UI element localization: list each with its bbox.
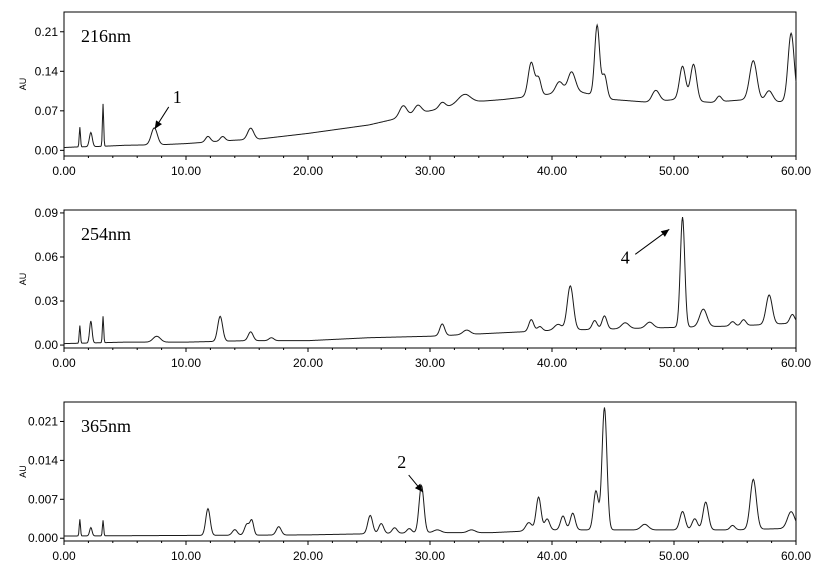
y-tick-label: 0.07: [35, 104, 59, 118]
annotation-arrowhead: [154, 120, 162, 129]
x-tick-label: 40.00: [537, 549, 567, 563]
chart-panel: 0.00 10.00 20.00 30.00 40.00 50.00 60.00 0.000 0…: [18, 401, 811, 563]
x-tick-label: 10.00: [171, 549, 201, 563]
x-tick-label: 10.00: [171, 164, 201, 178]
x-tick-label: 20.00: [293, 164, 323, 178]
y-axis-label: AU: [18, 78, 28, 91]
plot-frame: [63, 401, 797, 542]
y-axis-label: AU: [18, 273, 28, 286]
plot-frame: [63, 209, 797, 349]
x-tick-label: 40.00: [537, 356, 567, 370]
y-tick-label: 0.000: [28, 531, 58, 545]
x-tick-label: 40.00: [537, 164, 567, 178]
y-tick-label: 0.00: [35, 338, 59, 352]
x-tick-label: 60.00: [781, 549, 811, 563]
x-tick-label: 30.00: [415, 356, 445, 370]
y-tick-label: 0.014: [28, 453, 58, 467]
y-tick-label: 0.00: [35, 143, 59, 157]
x-tick-label: 50.00: [659, 549, 689, 563]
y-tick-label: 0.14: [35, 64, 59, 78]
x-tick-label: 50.00: [659, 356, 689, 370]
chart-panel: 0.00 10.00 20.00 30.00 40.00 50.00 60.00 0.00 0.…: [18, 206, 811, 370]
y-tick-label: 0.21: [35, 25, 59, 39]
annotation-arrowhead: [414, 483, 423, 493]
x-tick-label: 0.00: [52, 164, 76, 178]
x-tick-label: 10.00: [171, 356, 201, 370]
x-tick-label: 50.00: [659, 164, 689, 178]
panel-title: 365nm: [81, 416, 131, 436]
panel-title: 216nm: [81, 26, 131, 46]
y-tick-label: 0.021: [28, 414, 58, 428]
x-tick-label: 60.00: [781, 164, 811, 178]
x-tick-label: 30.00: [415, 549, 445, 563]
x-tick-label: 0.00: [52, 356, 76, 370]
y-axis-label: AU: [18, 465, 28, 478]
x-tick-label: 0.00: [52, 549, 76, 563]
x-tick-label: 20.00: [293, 356, 323, 370]
trace-line: [63, 407, 797, 537]
x-tick-label: 30.00: [415, 164, 445, 178]
y-tick-label: 0.007: [28, 492, 58, 506]
x-tick-label: 60.00: [781, 356, 811, 370]
annotation-label: 1: [173, 87, 182, 107]
annotation-arrowhead: [660, 229, 670, 237]
y-tick-label: 0.06: [35, 250, 59, 264]
trace-line: [63, 217, 797, 345]
annotation-label: 4: [621, 247, 630, 267]
y-tick-label: 0.09: [35, 206, 59, 220]
panel-title: 254nm: [81, 224, 131, 244]
x-tick-label: 20.00: [293, 549, 323, 563]
annotation-label: 2: [397, 452, 406, 472]
y-tick-label: 0.03: [35, 294, 59, 308]
trace-line: [63, 23, 797, 149]
chart-panel: 0.00 10.00 20.00 30.00 40.00 50.00 60.00 0.00 0.…: [18, 11, 811, 178]
